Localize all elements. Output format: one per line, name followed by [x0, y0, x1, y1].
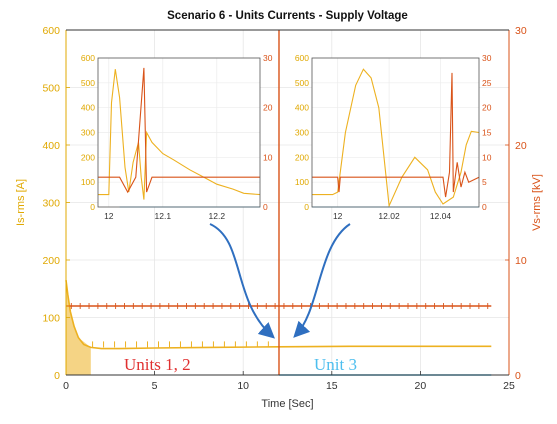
chart-title: Scenario 6 - Units Currents - Supply Vol…: [167, 10, 408, 22]
inset-x-tick-label: 12.02: [378, 211, 400, 221]
left-y-tick-label: 200: [42, 255, 60, 267]
inset-left-y-tick-label: 100: [295, 177, 309, 187]
current-startup-band: [66, 280, 91, 375]
annotation-units-1-2: Units 1, 2: [124, 355, 191, 374]
inset-left-y-tick-label: 500: [81, 78, 95, 88]
x-tick-label: 20: [415, 380, 427, 392]
inset-frame: [311, 57, 480, 208]
inset-left-y-tick-label: 0: [304, 202, 309, 212]
x-tick-label: 25: [503, 380, 515, 392]
inset-left-y-tick-label: 600: [81, 53, 95, 63]
inset-voltage-series-line: [312, 72, 480, 198]
inset-left-y-tick-label: 600: [295, 53, 309, 63]
inset-right-y-tick-label: 0: [482, 202, 487, 212]
inset-frame: [97, 57, 261, 208]
right-y-tick-label: 10: [515, 255, 527, 267]
left-y-tick-label: 300: [42, 198, 60, 210]
inset-left-y-tick-label: 300: [81, 128, 95, 138]
inset-left-y-tick-label: 400: [81, 103, 95, 113]
inset-current-series-line: [98, 69, 261, 200]
inset-x-tick-label: 12.04: [430, 211, 452, 221]
inset-right-y-tick-label: 5: [482, 177, 487, 187]
inset-x-tick-label: 12.1: [155, 211, 172, 221]
inset-left-y-tick-label: 200: [81, 152, 95, 162]
right-y-tick-label: 30: [515, 25, 527, 37]
inset-voltage-series-line: [98, 67, 260, 194]
inset-left-y-tick-label: 300: [295, 128, 309, 138]
main-axes-frame: [65, 29, 510, 376]
inset-right-y-tick-label: 10: [263, 152, 273, 162]
left-y-tick-label: 0: [54, 370, 60, 382]
right-y-axis-label: Vs-rms [kV]: [531, 174, 543, 231]
inset-x-tick-label: 12: [104, 211, 114, 221]
inset-right-y-tick-label: 20: [482, 103, 492, 113]
x-tick-label: 10: [237, 380, 249, 392]
annotation-unit-3: Unit 3: [314, 355, 357, 374]
right-y-tick-label: 20: [515, 140, 527, 152]
arrow-left-inset: [209, 223, 275, 339]
inset-right-y-tick-label: 25: [482, 78, 492, 88]
left-y-tick-label: 500: [42, 83, 60, 95]
left-y-tick-label: 100: [42, 313, 60, 325]
x-tick-label: 5: [152, 380, 158, 392]
x-tick-label: 0: [63, 380, 69, 392]
inset-right-y-tick-label: 20: [263, 103, 273, 113]
inset-x-tick-label: 12.2: [209, 211, 226, 221]
x-axis-label: Time [Sec]: [261, 398, 313, 410]
inset-x-tick-label: 12: [333, 211, 343, 221]
inset-left-y-tick-label: 0: [90, 202, 95, 212]
inset-plot-2: 12 12.02 12.04 0 100 200 300 400 500 600 0 5 10 15 20 2…: [295, 53, 492, 221]
inset-plot-1: 12 12.1 12.2 0 100 200 300 400 500 600 0 10 20 30: [81, 53, 273, 221]
arrow-right-inset: [293, 223, 351, 338]
inset-right-y-tick-label: 15: [482, 128, 492, 138]
inset-left-y-tick-label: 400: [295, 103, 309, 113]
left-y-tick-label: 400: [42, 140, 60, 152]
left-y-axis-label: Is-rms [A]: [15, 179, 27, 226]
right-y-tick-label: 0: [515, 370, 521, 382]
inset-left-y-tick-label: 100: [81, 177, 95, 187]
inset-right-y-tick-label: 30: [482, 53, 492, 63]
inset-left-y-tick-label: 200: [295, 152, 309, 162]
left-y-tick-label: 600: [42, 25, 60, 37]
inset-right-y-tick-label: 10: [482, 152, 492, 162]
inset-left-y-tick-label: 500: [295, 78, 309, 88]
inset-right-y-tick-label: 0: [263, 202, 268, 212]
x-tick-label: 15: [326, 380, 338, 392]
inset-right-y-tick-label: 30: [263, 53, 273, 63]
